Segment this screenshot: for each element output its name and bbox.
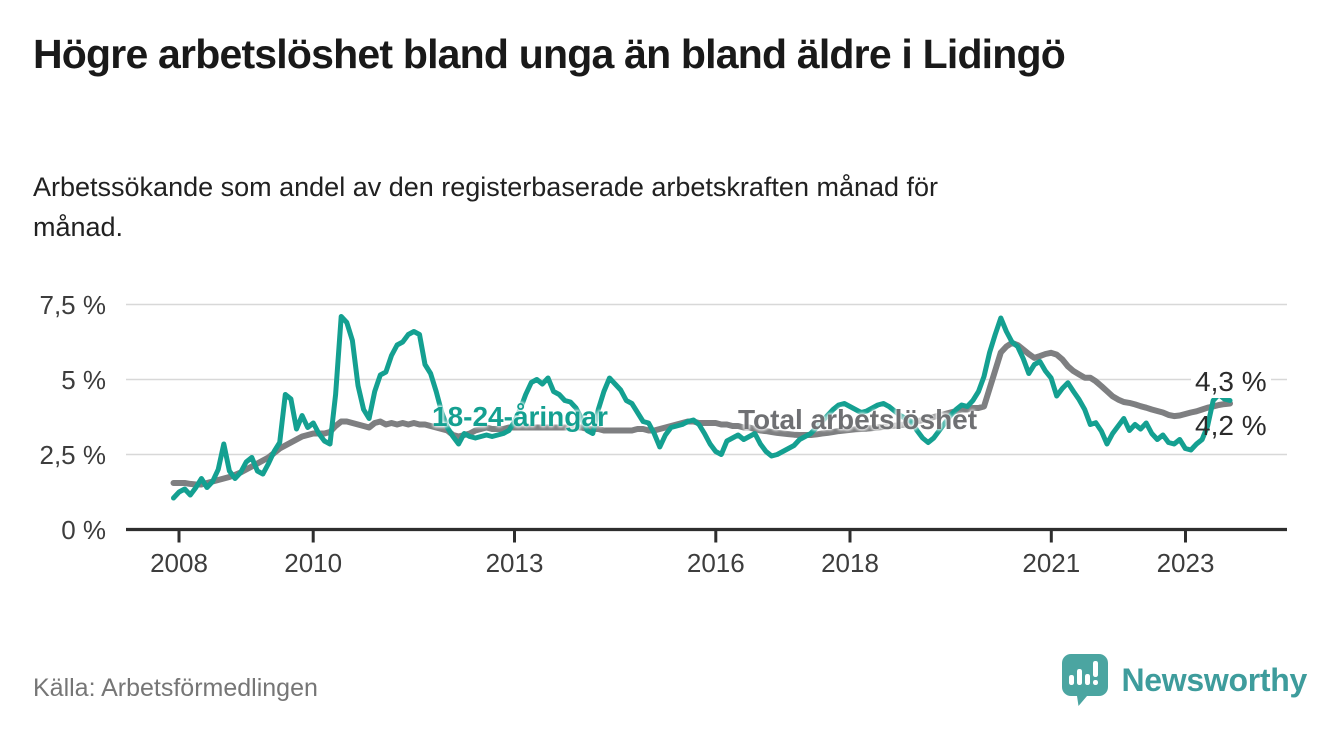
page-title: Högre arbetslöshet bland unga än bland ä… xyxy=(33,31,1066,77)
x-tick-label: 2021 xyxy=(1022,548,1081,578)
x-tick-label: 2023 xyxy=(1156,548,1215,578)
series-label-total: Total arbetslöshet xyxy=(738,404,978,435)
y-tick-label: 0 % xyxy=(61,514,106,545)
newsworthy-logo-text: Newsworthy xyxy=(1121,661,1308,698)
end-value-label-youth: 4,3 % xyxy=(1191,366,1271,398)
source-note: Källa: Arbetsförmedlingen xyxy=(33,674,318,702)
series-line-total xyxy=(170,339,1233,488)
end-value-label-total: 4,2 % xyxy=(1195,410,1267,441)
x-tick-label: 2018 xyxy=(821,548,879,578)
x-tick-label: 2013 xyxy=(485,548,544,578)
y-tick-label: 7,5 % xyxy=(39,289,107,320)
newsworthy-logo-icon xyxy=(1061,654,1108,706)
newsworthy-brand: Newsworthy xyxy=(1061,652,1308,708)
series-label-youth: 18-24-åringar xyxy=(432,401,608,432)
y-tick-label: 2,5 % xyxy=(39,439,107,470)
x-tick-label: 2016 xyxy=(686,548,745,578)
series-line-youth xyxy=(171,314,1233,501)
page-subtitle: Arbetssökande som andel av den registerb… xyxy=(33,172,939,242)
y-tick-label: 5 % xyxy=(61,364,106,395)
x-tick-label: 2010 xyxy=(284,548,343,578)
x-tick-label: 2008 xyxy=(150,548,208,578)
